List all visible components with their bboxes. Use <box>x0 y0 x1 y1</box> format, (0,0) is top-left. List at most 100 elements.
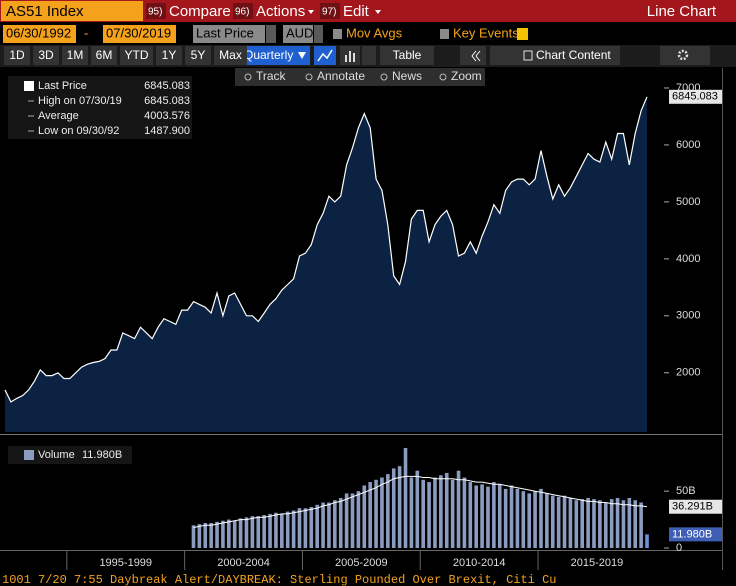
legend-name: High on 07/30/19 <box>38 95 122 107</box>
y-tick-label: 50B <box>676 485 696 497</box>
currency-select[interactable] <box>283 25 313 43</box>
volume-bar <box>574 500 579 548</box>
chart-content-icon <box>523 50 533 61</box>
period-label[interactable]: 1D <box>9 48 25 62</box>
security[interactable]: AS51 Index <box>6 3 84 20</box>
menu-key[interactable]: 95) <box>148 7 162 18</box>
volume-bar <box>221 520 225 548</box>
volume-bar <box>315 504 319 548</box>
chart-tool[interactable]: Track <box>256 69 287 83</box>
y-tick-label: 5000 <box>676 196 700 208</box>
end-date[interactable]: 07/30/2019 <box>106 25 171 40</box>
menu-label[interactable]: Compare <box>169 3 231 20</box>
legend-name: Low on 09/30/92 <box>38 125 119 137</box>
menu-key-box[interactable] <box>146 3 166 19</box>
y-tick-label: 6000 <box>676 139 700 151</box>
volume-bar <box>232 520 237 548</box>
period-button[interactable] <box>156 46 182 65</box>
volume-bar <box>568 497 573 548</box>
period-label[interactable]: 5Y <box>191 48 206 62</box>
tool-label[interactable]: Table <box>393 48 422 62</box>
title-bar <box>0 0 736 22</box>
chart-tool[interactable]: Zoom <box>451 69 482 83</box>
date-separator: - <box>84 25 88 40</box>
volume-bar <box>603 502 608 548</box>
news-ticker <box>0 572 736 586</box>
menu-key-box[interactable] <box>320 3 340 19</box>
table-button[interactable] <box>380 46 434 65</box>
chart-tool[interactable]: News <box>392 69 422 83</box>
volume-bar <box>327 502 331 548</box>
field[interactable]: Last Price <box>196 25 254 40</box>
volume-bar <box>238 518 243 548</box>
field-select[interactable] <box>193 25 265 43</box>
currency[interactable]: AUD <box>286 25 313 40</box>
period-label[interactable]: 6M <box>96 48 113 62</box>
last-price-label: 6845.083 <box>672 91 718 103</box>
period-label[interactable]: Max <box>219 48 242 62</box>
last-price-box <box>669 89 722 104</box>
volume-bar <box>362 485 367 548</box>
news-headline[interactable]: 1001 7/20 7:55 Daybreak Alert/DAYBREAK: … <box>2 573 557 586</box>
start-date-field[interactable] <box>3 25 76 43</box>
frequency[interactable]: Quarterly <box>244 48 293 62</box>
volume-bar <box>462 477 467 548</box>
chart-tool[interactable]: Annotate <box>317 69 365 83</box>
x-period-label: 2000-2004 <box>217 557 270 569</box>
frequency-select[interactable] <box>240 46 310 65</box>
start-date[interactable]: 06/30/1992 <box>6 25 71 40</box>
security-field[interactable] <box>1 1 143 21</box>
period-button[interactable] <box>91 46 117 65</box>
period-button[interactable] <box>62 46 88 65</box>
period-label[interactable]: 3D <box>38 48 54 62</box>
volume-bar <box>415 470 420 548</box>
legend-value: 6845.083 <box>144 95 190 107</box>
key-events-checkbox[interactable] <box>440 29 449 39</box>
volume-bar <box>268 513 272 548</box>
volume-bar <box>456 470 461 548</box>
legend-name: Volume <box>38 449 75 461</box>
period-button[interactable] <box>214 46 247 65</box>
volume-bar <box>227 519 231 548</box>
period-label[interactable]: 1Y <box>162 48 177 62</box>
volume-bar <box>515 488 520 548</box>
info-icon[interactable] <box>517 28 528 40</box>
period-label[interactable]: YTD <box>125 48 149 62</box>
key-events[interactable]: Key Events <box>453 25 519 40</box>
period-button[interactable] <box>4 46 30 65</box>
volume-bar <box>580 499 585 548</box>
volume-bar <box>350 493 355 548</box>
mov-avgs[interactable]: Mov Avgs <box>346 25 403 40</box>
chart-dropdown[interactable] <box>362 46 376 65</box>
tool-label[interactable]: Chart Content <box>536 48 611 62</box>
field-dropdown[interactable] <box>266 25 276 43</box>
menu-label[interactable]: Actions <box>256 3 305 20</box>
volume-bar <box>633 500 638 548</box>
end-date-field[interactable] <box>103 25 176 43</box>
menu-label[interactable]: Edit <box>343 3 370 20</box>
volume-bar <box>444 472 449 548</box>
period-button[interactable] <box>33 46 59 65</box>
mov-avgs-checkbox[interactable] <box>333 29 342 39</box>
period-label[interactable]: 1M <box>67 48 84 62</box>
volume-bar <box>215 521 219 548</box>
settings-button[interactable] <box>660 46 710 65</box>
chart-content-button[interactable] <box>490 46 620 65</box>
volume-average-line <box>193 475 648 528</box>
period-button[interactable] <box>120 46 153 65</box>
period-button[interactable] <box>185 46 211 65</box>
volume-bar <box>545 493 549 548</box>
legend-name: Average <box>38 110 79 122</box>
menu-key[interactable]: 96) <box>235 7 249 18</box>
volume-bar <box>562 495 567 548</box>
menu-key-box[interactable] <box>233 3 253 19</box>
y-tick-label: 2000 <box>676 367 700 379</box>
volume-bar <box>291 510 296 548</box>
volume-bar <box>297 508 302 548</box>
menu-key[interactable]: 97) <box>322 7 336 18</box>
x-period-label: 2005-2009 <box>335 557 388 569</box>
currency-dropdown[interactable] <box>314 25 323 43</box>
legend-value: 4003.576 <box>144 110 190 122</box>
volume-bar <box>409 477 414 548</box>
